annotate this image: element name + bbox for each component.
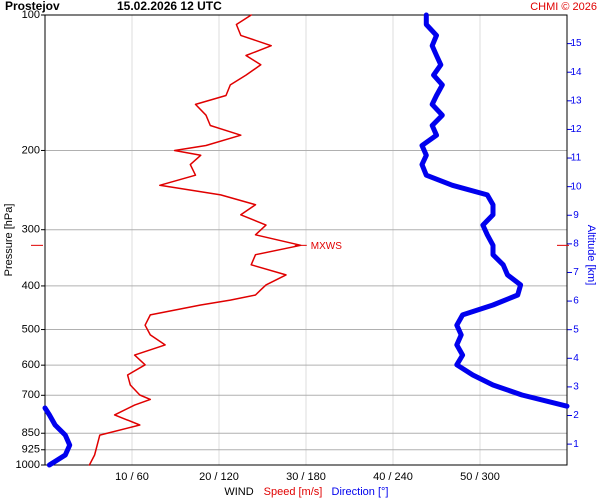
x-tick-label: 10 / 60 bbox=[115, 471, 149, 483]
y-tick-label: 1000 bbox=[16, 459, 40, 471]
chart-title: 15.02.2026 12 UTC bbox=[117, 0, 222, 13]
x-tick-label: 50 / 300 bbox=[460, 471, 500, 483]
y2-tick-label: 9 bbox=[573, 210, 579, 221]
y-tick-label: 100 bbox=[22, 9, 40, 21]
y-tick-label: 850 bbox=[22, 427, 40, 439]
direction-label: Direction [°] bbox=[332, 486, 389, 498]
y-tick-label: 600 bbox=[22, 359, 40, 371]
mxws-label: MXWS bbox=[311, 241, 342, 252]
plot-frame bbox=[44, 14, 568, 466]
y-tick-label: 925 bbox=[22, 444, 40, 456]
y2-tick-label: 8 bbox=[573, 239, 579, 250]
y-axis-label: Pressure [hPa] bbox=[3, 204, 15, 277]
y-tick-label: 400 bbox=[22, 280, 40, 292]
y2-tick-label: 1 bbox=[573, 439, 579, 450]
x-axis-label: WIND bbox=[224, 486, 253, 498]
y2-tick-label: 5 bbox=[573, 324, 579, 335]
y-tick-label: 300 bbox=[22, 224, 40, 236]
y2-tick-label: 15 bbox=[570, 38, 582, 49]
wind-line bbox=[88, 14, 302, 466]
y2-tick-label: 10 bbox=[570, 181, 582, 192]
credit: CHMI © 2026 bbox=[530, 1, 597, 13]
y-tick-label: 700 bbox=[22, 389, 40, 401]
speed-label: Speed [m/s] bbox=[264, 486, 323, 498]
y2-tick-label: 2 bbox=[573, 410, 579, 421]
y-tick-label: 200 bbox=[22, 144, 40, 156]
x-tick-label: 20 / 120 bbox=[199, 471, 239, 483]
station: Prostejov bbox=[5, 0, 60, 13]
y2-tick-label: 12 bbox=[570, 124, 582, 135]
y2-tick-label: 14 bbox=[570, 67, 582, 78]
wind-line bbox=[42, 12, 570, 468]
y2-axis-label: Altitude [km] bbox=[585, 225, 597, 286]
x-tick-label: 30 / 180 bbox=[286, 471, 326, 483]
y2-tick-label: 3 bbox=[573, 382, 579, 393]
y2-tick-label: 4 bbox=[573, 353, 579, 364]
x-tick-label: 40 / 240 bbox=[373, 471, 413, 483]
y2-tick-label: 7 bbox=[573, 267, 579, 278]
y2-tick-label: 13 bbox=[570, 95, 582, 106]
y-tick-label: 500 bbox=[22, 323, 40, 335]
y2-tick-label: 11 bbox=[571, 153, 582, 164]
y2-tick-label: 6 bbox=[573, 296, 579, 307]
